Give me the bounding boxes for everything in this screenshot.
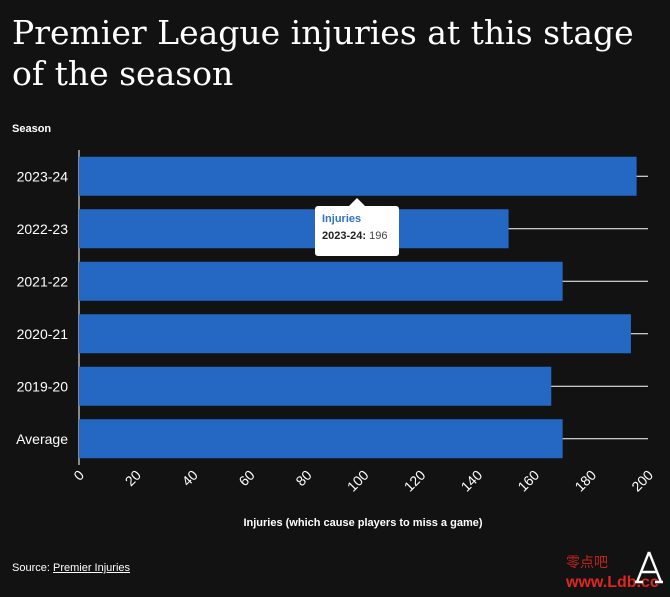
y-tick-label: 2023-24 [17, 168, 69, 184]
x-tick-label: 60 [235, 467, 257, 489]
y-tick-label: 2019-20 [17, 378, 69, 394]
x-tick-label: 0 [70, 467, 87, 484]
tooltip-category: 2023-24: [322, 230, 367, 242]
tooltip-value: 196 [369, 230, 388, 242]
x-tick-label: 180 [571, 467, 599, 495]
x-tick-label: 40 [179, 467, 201, 489]
y-tick-label: 2020-21 [17, 326, 69, 342]
bars [79, 156, 637, 459]
x-axis-title: Injuries (which cause players to miss a … [243, 517, 483, 529]
bar-2019-20[interactable] [79, 366, 552, 406]
tooltip-series-name: Injuries [322, 213, 362, 225]
bar-2023-24[interactable] [79, 156, 637, 196]
watermark-text: www.Ldb.cc [566, 574, 659, 591]
y-tick-label: 2022-23 [17, 221, 69, 237]
x-tick-label: 200 [628, 467, 656, 495]
source-prefix: Source: [12, 562, 50, 574]
y-tick-label: 2021-22 [17, 273, 69, 289]
x-tick-label: 100 [344, 467, 372, 495]
y-tick-labels: 2023-24 2022-23 2021-22 2020-21 2019-20 Avera… [16, 168, 68, 447]
y-tick-label: Average [16, 431, 68, 447]
watermark-cn: 零点吧 [566, 554, 608, 570]
chart-title: Premier League injuries at this stage of… [12, 13, 634, 93]
athletic-logo-icon [635, 551, 663, 584]
x-tick-label: 20 [122, 467, 144, 489]
tooltip-line: 2023-24: 196 [322, 230, 392, 242]
chart-tooltip: Injuries 2023-24: 196 [315, 198, 399, 256]
y-axis-title: Season [12, 123, 52, 135]
bar-2020-21[interactable] [79, 314, 631, 354]
source-link[interactable]: Premier Injuries [52, 562, 131, 574]
x-tick-labels: 0 20 40 60 80 100 120 140 160 180 200 [70, 467, 656, 495]
source-note: Source: Premier Injuries [12, 562, 130, 574]
bar-2022-23[interactable] [79, 209, 509, 249]
x-tick-label: 120 [401, 467, 429, 495]
x-tick-label: 80 [292, 467, 314, 489]
x-tick-label: 140 [458, 467, 486, 495]
x-tick-label: 160 [514, 467, 542, 495]
bar-average[interactable] [79, 419, 563, 459]
bar-2021-22[interactable] [79, 261, 563, 301]
